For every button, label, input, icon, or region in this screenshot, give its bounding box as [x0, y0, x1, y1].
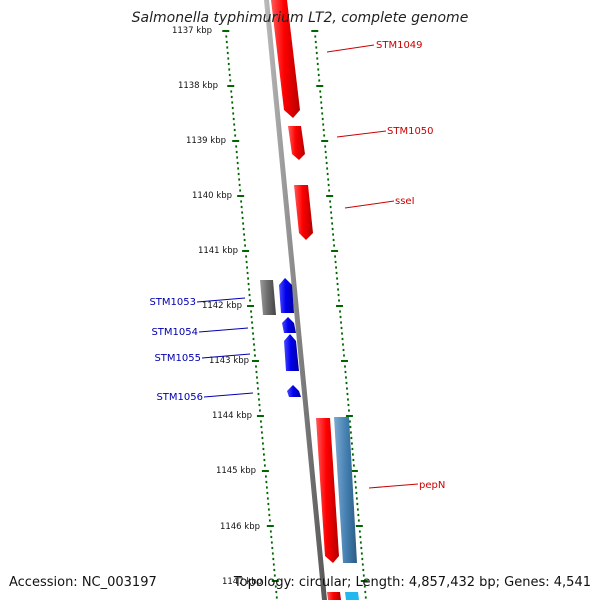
outer-ruler [311, 30, 368, 599]
tick-label: 1145 kbp [216, 466, 256, 476]
gene-stm1056[interactable] [287, 385, 301, 397]
gene-label-stm1049[interactable]: STM1049 [376, 40, 423, 51]
tick-label: 1143 kbp [209, 356, 249, 366]
feature-grey [260, 280, 276, 315]
feature-lightblue [345, 592, 359, 600]
tick-label: 1146 kbp [220, 522, 260, 532]
tick-label: 1147 kbp [222, 577, 262, 587]
accession-text: Accession: NC_003197 [9, 575, 157, 590]
gene-label-stm1054[interactable]: STM1054 [151, 327, 198, 338]
map-title: Salmonella typhimurium LT2, complete gen… [132, 10, 469, 26]
gene-stm1049[interactable] [271, 0, 300, 118]
inner-ruler [222, 30, 279, 599]
genome-backbone [264, 0, 327, 600]
tick-label: 1144 kbp [212, 411, 252, 421]
gene-label-ssei[interactable]: sseI [395, 196, 415, 207]
tick-label: 1142 kbp [202, 301, 242, 311]
tick-label: 1137 kbp [172, 26, 212, 36]
gene-ssei[interactable] [294, 185, 313, 240]
tick-label: 1139 kbp [186, 136, 226, 146]
feature-steelblue [334, 417, 357, 563]
label-leaders [196, 44, 419, 489]
gene-label-stm1050[interactable]: STM1050 [387, 126, 434, 137]
gene-stm1054[interactable] [282, 317, 296, 333]
gene-pepn-next[interactable] [327, 592, 341, 600]
gene-label-stm1056[interactable]: STM1056 [156, 392, 203, 403]
topology-text: Topology: circular; Length: 4,857,432 bp… [233, 575, 591, 590]
gene-stm1053[interactable] [279, 278, 294, 313]
gene-label-stm1053[interactable]: STM1053 [149, 297, 196, 308]
gene-label-pepn[interactable]: pepN [419, 480, 445, 491]
gene-stm1055[interactable] [284, 334, 299, 371]
gene-stm1050[interactable] [288, 126, 305, 160]
tick-label: 1138 kbp [178, 81, 218, 91]
tick-label: 1141 kbp [198, 246, 238, 256]
gene-label-stm1055[interactable]: STM1055 [154, 353, 201, 364]
tick-label: 1140 kbp [192, 191, 232, 201]
tick-labels: 1137 kbp 1138 kbp 1139 kbp 1140 kbp 1141… [172, 26, 262, 587]
gene-pepn[interactable] [316, 418, 339, 563]
